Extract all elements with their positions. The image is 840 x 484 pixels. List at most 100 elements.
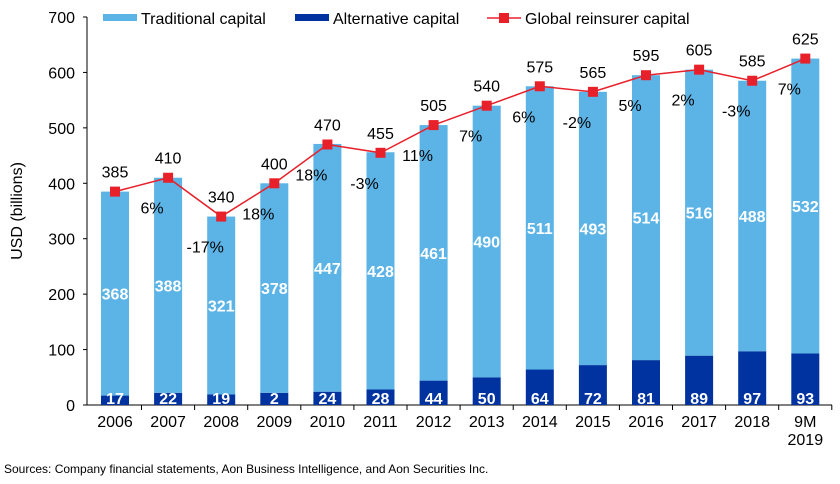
- traditional-label: 461: [420, 246, 447, 263]
- y-tick-label: 200: [48, 287, 75, 304]
- alternative-label: 81: [637, 391, 655, 408]
- y-tick-label: 700: [48, 10, 75, 27]
- global-label: 455: [367, 126, 394, 143]
- global-label: 470: [314, 117, 341, 134]
- alternative-label: 22: [159, 391, 177, 408]
- bar-alternative: [313, 391, 342, 405]
- growth-label: 2%: [672, 93, 695, 110]
- bar-alternative: [685, 355, 714, 405]
- bar-alternative: [366, 389, 395, 405]
- bar-traditional: [738, 80, 767, 352]
- bar-alternative: [207, 394, 236, 405]
- bar-traditional: [632, 75, 660, 361]
- y-tick-label: 0: [66, 398, 75, 415]
- y-tick-label: 400: [48, 176, 75, 193]
- legend-swatch: [103, 14, 137, 21]
- traditional-label: 488: [739, 209, 766, 226]
- global-label: 575: [526, 59, 553, 76]
- global-label: 410: [155, 151, 182, 168]
- global-label: 585: [739, 54, 766, 71]
- x-tick-label: 2019: [788, 432, 824, 449]
- alternative-label: 72: [584, 391, 602, 408]
- alternative-label: 97: [743, 391, 761, 408]
- bar-alternative: [154, 392, 183, 405]
- growth-label: 11%: [402, 148, 433, 165]
- point-global: [694, 64, 705, 75]
- global-label: 505: [420, 98, 447, 115]
- growth-label: 7%: [778, 82, 801, 99]
- alternative-label: 50: [478, 391, 496, 408]
- alternative-label: 19: [212, 391, 230, 408]
- bar-alternative: [578, 365, 607, 405]
- point-global: [800, 53, 811, 64]
- traditional-label: 321: [208, 299, 235, 316]
- bar-traditional: [419, 125, 448, 381]
- x-tick-label: 2008: [203, 414, 239, 431]
- y-tick-label: 500: [48, 121, 75, 138]
- x-tick-label: 2011: [363, 414, 398, 431]
- traditional-label: 428: [367, 264, 394, 281]
- bar-alternative: [525, 369, 554, 405]
- bar-alternative: [419, 380, 448, 405]
- traditional-label: 514: [633, 211, 660, 228]
- bar-traditional: [578, 91, 607, 366]
- point-global: [216, 211, 227, 222]
- bar-alternative: [260, 392, 289, 405]
- point-global: [587, 86, 598, 97]
- alternative-label: 17: [106, 391, 124, 408]
- alternative-label: 2: [270, 391, 279, 408]
- bar-alternative: [472, 377, 501, 405]
- bar-alternative: [101, 395, 129, 405]
- alternative-label: 44: [425, 391, 443, 408]
- traditional-label: 378: [261, 281, 288, 298]
- bar-alternative: [738, 351, 767, 405]
- global-label: 625: [792, 32, 819, 49]
- legend-label: Traditional capital: [141, 11, 266, 28]
- x-tick-label: 2016: [628, 414, 664, 431]
- legend-marker: [499, 13, 509, 23]
- alternative-label: 24: [319, 391, 337, 408]
- alternative-label: 64: [531, 391, 549, 408]
- x-tick-label: 2012: [416, 414, 452, 431]
- y-tick-label: 600: [48, 65, 75, 82]
- bar-traditional: [260, 183, 289, 393]
- bar-traditional: [154, 177, 183, 393]
- alternative-label: 28: [372, 391, 390, 408]
- point-global: [747, 75, 758, 86]
- growth-label: -17%: [187, 240, 224, 257]
- x-tick-label: 2007: [150, 414, 186, 431]
- bar-traditional: [791, 58, 820, 354]
- traditional-label: 447: [314, 261, 341, 278]
- y-axis-label: USD (billions): [9, 162, 26, 260]
- global-label: 540: [473, 79, 500, 96]
- growth-label: 18%: [295, 167, 327, 184]
- global-label: 565: [580, 65, 607, 82]
- bar-traditional: [101, 191, 129, 396]
- point-global: [163, 172, 174, 183]
- global-label: 400: [261, 156, 288, 173]
- traditional-label: 532: [792, 199, 819, 216]
- growth-label: -2%: [563, 115, 591, 132]
- x-tick-label: 2018: [734, 414, 770, 431]
- point-global: [269, 178, 280, 189]
- y-tick-label: 300: [48, 232, 75, 249]
- point-global: [322, 139, 333, 150]
- growth-label: -3%: [350, 176, 378, 193]
- global-label: 385: [102, 165, 129, 182]
- traditional-label: 490: [473, 234, 500, 251]
- growth-label: 6%: [141, 201, 164, 218]
- x-tick-label: 2015: [575, 414, 611, 431]
- point-global: [481, 100, 492, 111]
- bar-traditional: [366, 152, 395, 390]
- point-global: [641, 70, 651, 81]
- x-tick-label: 2009: [257, 414, 293, 431]
- point-global: [375, 147, 386, 158]
- y-tick-label: 100: [48, 343, 75, 360]
- growth-label: 5%: [618, 98, 641, 115]
- source-note: Sources: Company financial statements, A…: [4, 462, 489, 476]
- growth-label: 6%: [512, 109, 535, 126]
- chart-svg: 0 100 200 300 400 500 600 700 USD (billions) 2006…: [9, 10, 833, 449]
- alternative-label: 93: [796, 391, 814, 408]
- global-label: 340: [208, 190, 235, 207]
